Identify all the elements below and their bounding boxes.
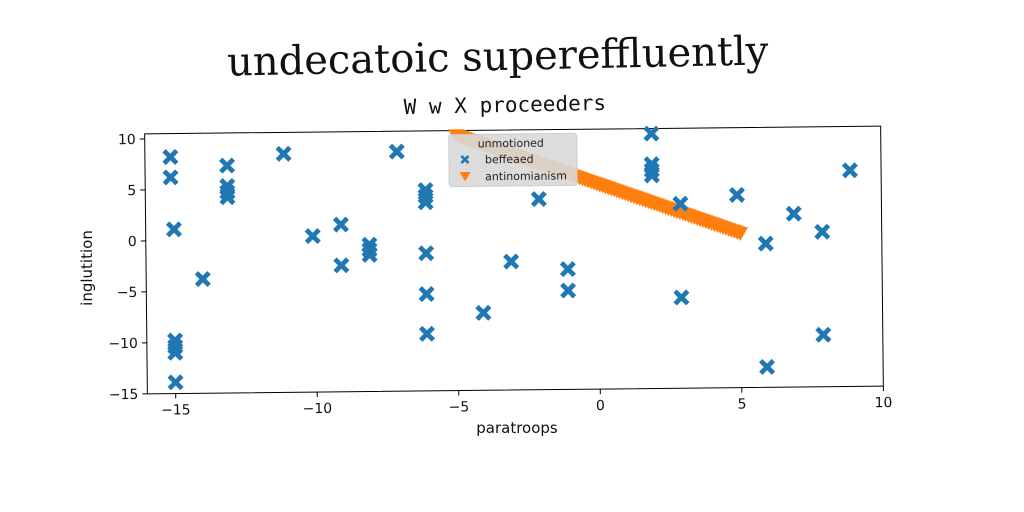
beffeaed-point: [162, 148, 179, 166]
series-beffeaed: [162, 125, 858, 391]
beffeaed-point: [728, 186, 746, 203]
y-tick-label: 10: [118, 132, 136, 148]
beffeaed-point: [815, 326, 832, 343]
legend-label-beffeaed: beffeaed: [485, 153, 534, 167]
legend-marker-antinomianism: [459, 172, 471, 182]
beffeaed-point: [475, 304, 492, 321]
plot-area: −15 −10 −5 0 5 10 −15 −10 −5 0 5 10 unmotioned bef…: [108, 125, 893, 419]
antinomianism-point: [732, 227, 749, 241]
x-tick-label: 10: [875, 395, 893, 411]
axes-frame: [144, 125, 884, 395]
y-axis: −15 −10 −5 0 5 10: [108, 132, 148, 403]
beffeaed-point: [417, 194, 434, 211]
y-tick-label: −10: [108, 336, 138, 352]
legend-title: unmotioned: [478, 137, 544, 151]
beffeaed-point: [333, 257, 350, 274]
beffeaed-point: [759, 358, 776, 375]
x-axis-label: paratroops: [476, 419, 558, 437]
beffeaed-point: [503, 253, 520, 270]
x-tick-label: 0: [596, 398, 605, 414]
y-tick-label: −15: [109, 387, 139, 403]
legend-marker-beffeaed: [460, 154, 470, 165]
beffeaed-point: [388, 143, 405, 160]
x-tick-label: −5: [449, 399, 470, 415]
legend-x-icon: [460, 154, 470, 165]
figure-suptitle: undecatoic supereffluently: [227, 28, 770, 85]
beffeaed-point: [418, 245, 435, 262]
beffeaed-point: [560, 282, 577, 299]
beffeaed-point: [332, 216, 349, 233]
beffeaed-point: [219, 189, 236, 206]
beffeaed-point: [361, 246, 378, 263]
beffeaed-point: [673, 289, 690, 306]
beffeaed-point: [530, 191, 547, 208]
y-axis-label: inglutition: [78, 230, 96, 306]
x-tick-label: −15: [161, 402, 191, 418]
x-tick-label: −10: [303, 401, 333, 417]
beffeaed-point: [418, 285, 435, 303]
beffeaed-point: [418, 325, 436, 342]
beffeaed-point: [559, 261, 576, 278]
y-tick-label: 5: [127, 183, 136, 199]
beffeaed-point: [643, 125, 660, 142]
x-axis: −15 −10 −5 0 5 10: [161, 386, 893, 419]
y-tick-label: −5: [117, 285, 138, 301]
legend-triangle-icon: [459, 172, 471, 182]
chart-title: W w X proceeders: [403, 91, 606, 119]
beffeaed-point: [643, 167, 660, 184]
y-tick-label: 0: [128, 234, 137, 250]
beffeaed-point: [165, 221, 183, 238]
legend: unmotioned beffeaed antinomianism: [448, 132, 578, 188]
legend-box: [448, 132, 578, 188]
beffeaed-point: [814, 223, 831, 240]
beffeaed-point: [194, 270, 211, 288]
beffeaed-point: [275, 145, 292, 162]
beffeaed-point: [167, 374, 184, 391]
beffeaed-point: [167, 344, 184, 361]
beffeaed-point: [841, 162, 858, 179]
beffeaed-point: [785, 205, 802, 222]
beffeaed-point: [757, 235, 774, 252]
beffeaed-point: [219, 157, 236, 174]
x-tick-label: 5: [737, 397, 746, 413]
beffeaed-point: [304, 228, 321, 245]
legend-label-antinomianism: antinomianism: [485, 169, 567, 183]
beffeaed-point: [672, 195, 689, 212]
beffeaed-point: [162, 169, 179, 186]
